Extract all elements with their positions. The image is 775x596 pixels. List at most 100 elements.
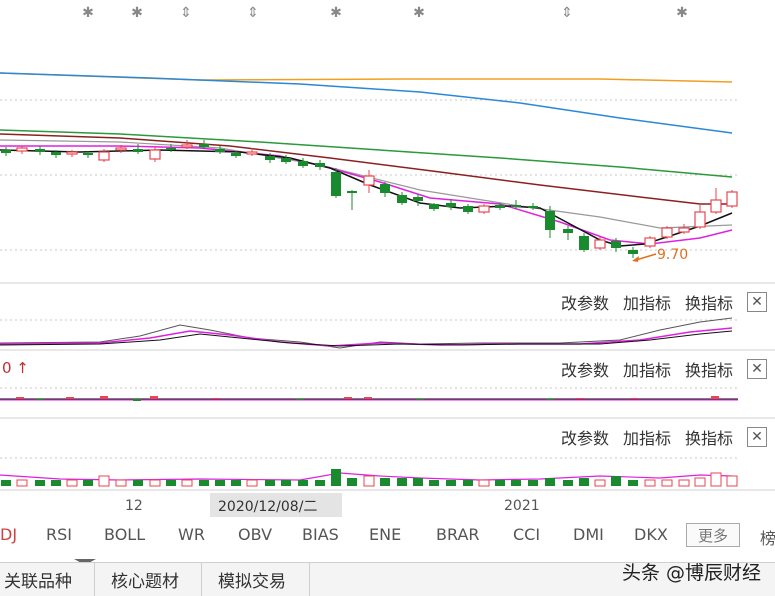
tab-obv[interactable]: OBV	[238, 525, 273, 544]
indicator-line-black	[0, 330, 733, 347]
add-indicator-button[interactable]: 加指标	[622, 429, 671, 448]
more-button[interactable]: 更多	[686, 523, 740, 547]
indicator-line-magenta	[0, 327, 733, 347]
tab-dkx[interactable]: DKX	[634, 525, 668, 544]
volume-bar-down	[511, 480, 521, 486]
indicator-bar-up	[66, 397, 74, 399]
volume-bar-up	[478, 479, 490, 487]
candle-body-down	[1, 150, 11, 153]
indicator-bar-down	[133, 399, 141, 401]
candle-body-up	[66, 151, 78, 155]
volume-bar-down	[413, 478, 423, 486]
event-star-icon: ✱	[676, 5, 688, 21]
candlestick-series	[1, 140, 738, 258]
indicator-bar-up	[150, 396, 158, 399]
indicator-bar-down	[416, 399, 424, 400]
event-arrow-icon: ⇕	[247, 5, 259, 21]
bottom-tab-bar: 关联品种 核心题材 模拟交易	[0, 562, 775, 596]
x-axis: 12 2020/12/08/二 2021	[125, 493, 540, 517]
panel-separators	[0, 282, 775, 491]
indicator-bar-down	[296, 399, 304, 400]
candle-body-up	[661, 227, 673, 238]
volume-bar-up	[710, 472, 722, 487]
add-indicator-button[interactable]: 加指标	[622, 294, 671, 313]
x-tick-label: 12	[125, 498, 143, 514]
candle-body-down	[563, 229, 573, 233]
volume-bar-down	[628, 480, 638, 486]
moving-average-lines	[0, 72, 733, 247]
tab-cutoff-right[interactable]: 榜	[760, 529, 775, 548]
close-icon[interactable]: ✕	[747, 359, 767, 379]
volume-bar-up	[644, 479, 656, 487]
tab-brar[interactable]: BRAR	[436, 525, 480, 544]
modify-params-button[interactable]: 改参数	[560, 429, 609, 448]
candle-body-down	[347, 191, 357, 193]
candle-body-down	[215, 149, 225, 152]
candle-body-down	[446, 203, 456, 207]
volume-bar-down	[397, 478, 407, 486]
event-arrow-icon: ⇕	[180, 5, 192, 21]
tab-cci[interactable]: CCI	[513, 525, 541, 544]
grid-lines	[0, 99, 738, 459]
tab-related-products[interactable]: 关联品种	[0, 563, 95, 596]
event-star-icon: ✱	[131, 5, 143, 21]
candle-body-down	[579, 236, 589, 250]
candle-body-up	[726, 191, 738, 207]
tab-ene[interactable]: ENE	[369, 525, 402, 544]
volume-bar-down	[51, 480, 61, 486]
candle-body-up	[363, 175, 375, 186]
candle-body-down	[83, 153, 93, 155]
tab-dj[interactable]: DJ	[0, 525, 18, 544]
volume-bar-up	[149, 479, 161, 487]
switch-indicator-button[interactable]: 换指标	[684, 294, 733, 313]
candle-body-up	[115, 147, 127, 151]
volume-bar-up	[694, 477, 706, 487]
price-annotation: 9.70	[632, 247, 688, 263]
event-arrow-icon: ⇕	[561, 5, 573, 21]
volume-bar-up	[363, 475, 375, 487]
scroll-handle[interactable]	[70, 550, 100, 565]
candle-body-down	[413, 197, 423, 201]
ma-line-orange	[0, 72, 733, 83]
indicator-bar-up	[711, 396, 719, 399]
volume-bar-down	[215, 480, 225, 486]
tab-bias[interactable]: BIAS	[302, 525, 339, 544]
volume-bar-down	[315, 480, 325, 486]
close-icon[interactable]: ✕	[747, 292, 767, 312]
tab-wr[interactable]: WR	[178, 525, 205, 544]
add-indicator-button[interactable]: 加指标	[622, 361, 671, 380]
indicator-bar-up	[212, 398, 220, 399]
tab-dmi[interactable]: DMI	[573, 525, 604, 544]
volume-bar-down	[199, 480, 209, 486]
indicator-panel-2-bars	[0, 396, 738, 401]
candle-body-up	[594, 239, 606, 249]
tab-boll[interactable]: BOLL	[104, 525, 146, 544]
candle-body-down	[429, 204, 439, 209]
candle-body-down	[611, 241, 621, 248]
event-markers: ✱ ✱ ⇕ ⇕ ✱ ✱ ⇕ ✱	[82, 5, 688, 21]
candle-body-down	[35, 149, 45, 152]
switch-indicator-button[interactable]: 换指标	[684, 361, 733, 380]
indicator-bar-down	[36, 399, 44, 400]
volume-bar-down	[463, 480, 473, 486]
volume-bar-down	[495, 480, 505, 486]
modify-params-button[interactable]: 改参数	[560, 294, 609, 313]
candle-body-down	[265, 156, 275, 160]
candle-body-down	[495, 205, 505, 208]
tab-core-themes[interactable]: 核心题材	[95, 563, 202, 596]
close-icon[interactable]: ✕	[747, 427, 767, 447]
kline-chart[interactable]: ✱ ✱ ⇕ ⇕ ✱ ✱ ⇕ ✱ 9.70 0 ↑ 12 2020/12/08/二 2021	[0, 0, 775, 520]
candle-body-up	[246, 151, 258, 155]
volume-bar-up	[66, 479, 78, 487]
indicator-bar-up	[630, 398, 638, 399]
candle-body-down	[463, 206, 473, 212]
event-star-icon: ✱	[82, 5, 94, 21]
event-star-icon: ✱	[330, 5, 342, 21]
switch-indicator-button[interactable]: 换指标	[684, 429, 733, 448]
candle-body-down	[298, 161, 308, 166]
volume-bar-down	[281, 480, 291, 486]
tab-rsi[interactable]: RSI	[46, 525, 72, 544]
volume-bar-up	[594, 479, 606, 487]
modify-params-button[interactable]: 改参数	[560, 361, 609, 380]
tab-simulated-trading[interactable]: 模拟交易	[202, 563, 310, 596]
